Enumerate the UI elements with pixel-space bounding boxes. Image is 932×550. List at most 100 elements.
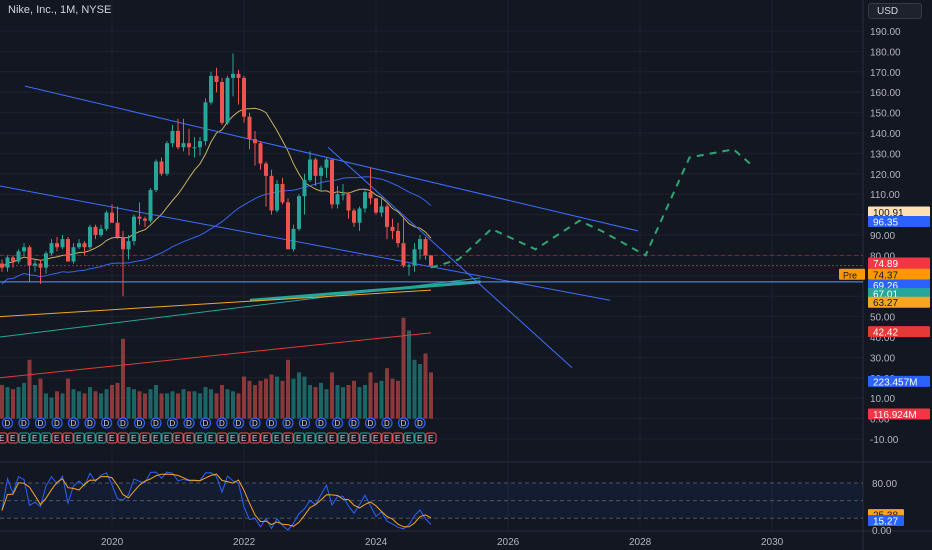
dividend-marker-label: D [335,419,341,428]
earnings-marker-label: E [208,434,213,443]
dividend-marker-circle [166,417,179,429]
volume-bar [385,368,389,419]
earnings-marker-label: E [285,434,290,443]
earnings-marker: E [326,432,338,444]
dividend-marker-circle [265,417,278,429]
earnings-marker-label: E [318,434,323,443]
dividend-marker: D [216,417,228,429]
candle-body [423,239,428,256]
volume-bar [66,378,70,419]
candle-body [225,77,230,123]
dividend-marker-label: D [71,419,77,428]
price-label-value: 100.91 [873,208,904,219]
price-tick-label: 160.00 [870,88,901,99]
volume-bar [253,385,257,419]
earnings-marker-label: E [131,434,136,443]
price-tick-label: 180.00 [870,47,901,58]
dividend-marker-label: D [153,419,159,428]
candle [137,202,142,225]
earnings-marker: E [392,432,404,444]
candle-body [242,77,246,117]
earnings-marker-label: E [109,434,114,443]
earnings-marker: E [359,432,371,444]
currency-button[interactable]: USD [868,3,922,19]
volume-bar [192,391,197,419]
dividend-marker-circle [249,417,261,429]
candle [104,210,109,231]
candle-body [330,159,334,205]
volume-bar [236,393,241,419]
time-tick-label: 2026 [497,537,520,548]
dividend-marker-label: D [203,419,209,428]
earnings-marker: E [7,432,19,444]
volume-bar [368,372,373,419]
candle-body [302,179,307,197]
dividend-marker-label: D [137,419,143,428]
candle-body [412,249,417,266]
candle-body [77,243,81,248]
earnings-marker-box [84,432,96,444]
dividend-marker: D [117,417,129,429]
dividend-marker-circle [67,417,80,429]
price-label-box [868,206,930,218]
candles [0,53,433,297]
trend-lines [0,85,863,368]
dividend-marker-label: D [170,419,176,428]
earnings-marker-box [205,432,217,444]
volume-bar [401,317,406,419]
earnings-marker-box [359,432,371,444]
earnings-marker-box [7,432,19,444]
candle-body [0,263,4,268]
stoch-value-text: 15.27 [873,517,898,528]
candle [11,255,15,268]
stoch-value-label: 15.27 [868,515,904,528]
candle-body [99,228,103,235]
price-label-value: 74.37 [873,270,898,281]
volume-bar [319,382,323,419]
candle [148,188,153,223]
dividend-marker-circle [100,417,113,429]
candle-body [214,75,219,82]
earnings-marker-box [128,432,140,444]
candle [99,224,103,238]
dividend-marker: D [298,417,311,429]
candle-body [385,206,389,227]
candle [269,169,274,215]
volume-bar [110,385,114,419]
candle-body [176,130,180,148]
candle-body [275,184,279,211]
chart-title: Nike, Inc., 1M, NYSE [8,4,112,16]
price-label: 63.27 [868,296,930,309]
stoch-value-box [868,515,904,527]
earnings-marker: E [18,432,30,444]
candle-body [407,265,411,267]
earnings-marker-label: E [153,434,158,443]
dividend-marker-label: D [186,419,192,428]
earnings-marker-label: E [10,434,15,443]
earnings-marker-box [282,432,294,444]
candle [346,192,351,219]
earnings-marker-box [403,432,415,444]
volume-bar [99,393,103,419]
earnings-marker-box [150,432,162,444]
volume-bar [170,391,175,419]
candle [363,190,367,213]
candle [379,198,384,217]
candle [176,118,180,150]
candle-body [357,208,362,223]
earnings-marker-label: E [54,434,59,443]
dividend-marker-label: D [120,419,126,428]
candle-body [396,230,400,244]
volume-bar [286,359,290,419]
dividend-marker: D [331,417,344,429]
candle-body [154,161,158,191]
earnings-marker: E [73,432,85,444]
volume-bar [418,364,422,419]
dividend-marker-circle [216,417,228,429]
price-tick-label: 50.00 [870,313,895,324]
candle-body [390,226,395,231]
volume-bar [374,382,378,419]
candle [231,53,235,97]
